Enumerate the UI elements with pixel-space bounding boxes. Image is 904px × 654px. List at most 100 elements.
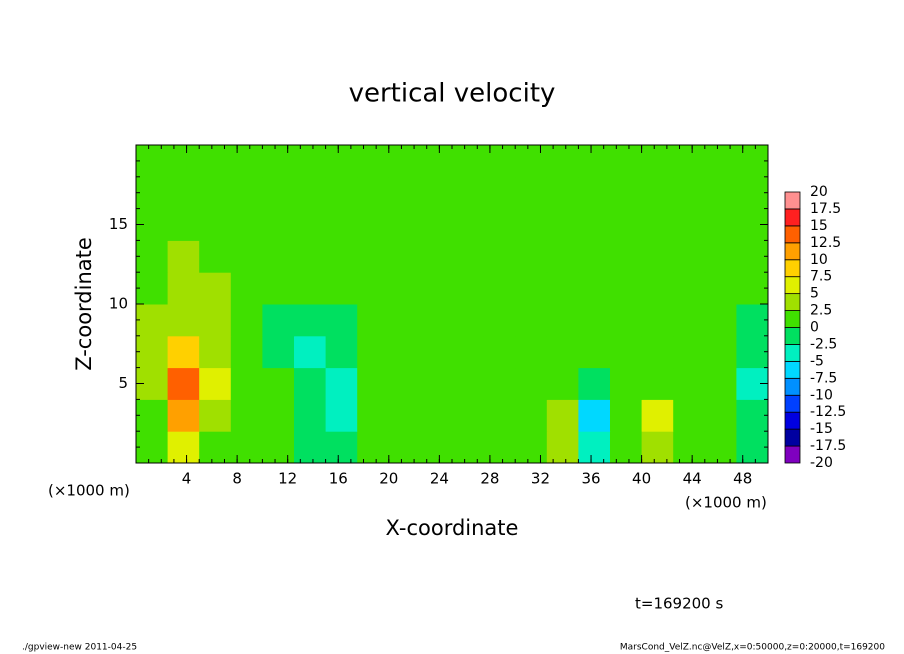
field-cell	[546, 304, 579, 337]
colorbar-box	[784, 327, 801, 345]
field-cell	[704, 272, 737, 305]
colorbar-box	[784, 242, 801, 261]
field-cell	[578, 208, 611, 241]
field-cell	[388, 367, 421, 400]
field-cell	[641, 145, 674, 178]
colorbar-label: -20	[810, 455, 833, 471]
x-tick-label: 28	[480, 470, 499, 488]
footer-right: MarsCond_VelZ.nc@VelZ,x=0:50000,z=0:2000…	[620, 643, 885, 653]
field-cell	[357, 240, 390, 273]
x-tick-label: 36	[581, 470, 600, 488]
field-cell	[736, 176, 769, 210]
field-cell	[515, 367, 548, 400]
field-cell	[388, 145, 421, 178]
field-cell	[515, 335, 548, 369]
field-cell	[610, 431, 643, 464]
annotation: t=169200 s	[635, 595, 723, 613]
field-cell	[704, 208, 737, 241]
field-cell	[673, 431, 706, 464]
colorbar-label: 12.5	[810, 235, 841, 251]
field-cell	[167, 367, 200, 400]
field-cell	[262, 240, 295, 273]
field-cell	[641, 176, 674, 210]
field-cell	[325, 304, 358, 337]
field-cell	[578, 176, 611, 210]
colorbar-label: 10	[810, 252, 828, 268]
field-cell	[578, 399, 611, 432]
field-cell	[420, 335, 453, 369]
field-cell	[452, 431, 485, 464]
field-cell	[230, 431, 263, 464]
x-tick-label: 32	[531, 470, 550, 488]
field-cell	[452, 367, 485, 400]
field-cell	[515, 304, 548, 337]
field-cell	[736, 304, 769, 337]
field-cell	[420, 240, 453, 273]
field-cell	[167, 145, 200, 178]
field-cell	[736, 431, 769, 464]
field-cell	[546, 367, 579, 400]
field-cell	[136, 240, 169, 273]
colorbar-box	[784, 394, 801, 413]
field-cell	[262, 431, 295, 464]
field-cell	[673, 335, 706, 369]
colorbar-label: 20	[810, 184, 828, 200]
colorbar-label: 15	[810, 218, 828, 234]
field-cell	[578, 367, 611, 400]
field-cell	[294, 335, 327, 369]
field-cell	[199, 367, 232, 400]
field-cell	[294, 208, 327, 241]
colorbar-box	[784, 225, 801, 244]
field-cell	[673, 240, 706, 273]
field-cell	[420, 431, 453, 464]
colorbar-label: -17.5	[810, 438, 846, 454]
field-cell	[578, 304, 611, 337]
field-cell	[199, 431, 232, 464]
field-cell	[546, 431, 579, 464]
field-cell	[610, 208, 643, 241]
field-cell	[736, 272, 769, 305]
field-cell	[704, 367, 737, 400]
colorbar-label: -5	[810, 353, 824, 369]
field-cell	[515, 272, 548, 305]
field-cell	[483, 335, 516, 369]
field-cell	[325, 208, 358, 241]
colorbar-label: 5	[810, 286, 819, 302]
field-cell	[199, 240, 232, 273]
field-cell	[294, 399, 327, 432]
x-unit-label: (×1000 m)	[685, 494, 767, 512]
field-cell	[294, 431, 327, 464]
field-cell	[199, 176, 232, 210]
colorbar-label: 7.5	[810, 269, 832, 285]
field-cell	[357, 272, 390, 305]
field-cell	[452, 304, 485, 337]
field-cell	[610, 367, 643, 400]
field-cell	[420, 304, 453, 337]
x-tick-label: 4	[182, 470, 192, 488]
field-cell	[357, 304, 390, 337]
field-cell	[515, 176, 548, 210]
field-cell	[230, 335, 263, 369]
field-cell	[641, 431, 674, 464]
field-cell	[136, 304, 169, 337]
field-cell	[641, 304, 674, 337]
field-cell	[167, 240, 200, 273]
field-cell	[578, 240, 611, 273]
field-cell	[483, 304, 516, 337]
field-cell	[167, 431, 200, 464]
x-unit-label: (×1000 m)	[48, 482, 130, 500]
colorbar-label: -7.5	[810, 370, 837, 386]
field-cell	[199, 399, 232, 432]
field-cell	[167, 176, 200, 210]
field-cell	[325, 176, 358, 210]
field-cell	[136, 399, 169, 432]
field-cell	[610, 240, 643, 273]
field-cell	[262, 335, 295, 369]
x-tick-label: 40	[632, 470, 651, 488]
field-cell	[578, 335, 611, 369]
field-cell	[610, 176, 643, 210]
field-cell	[704, 145, 737, 178]
colorbar-box	[784, 411, 801, 430]
field-cell	[641, 367, 674, 400]
field-cell	[388, 240, 421, 273]
